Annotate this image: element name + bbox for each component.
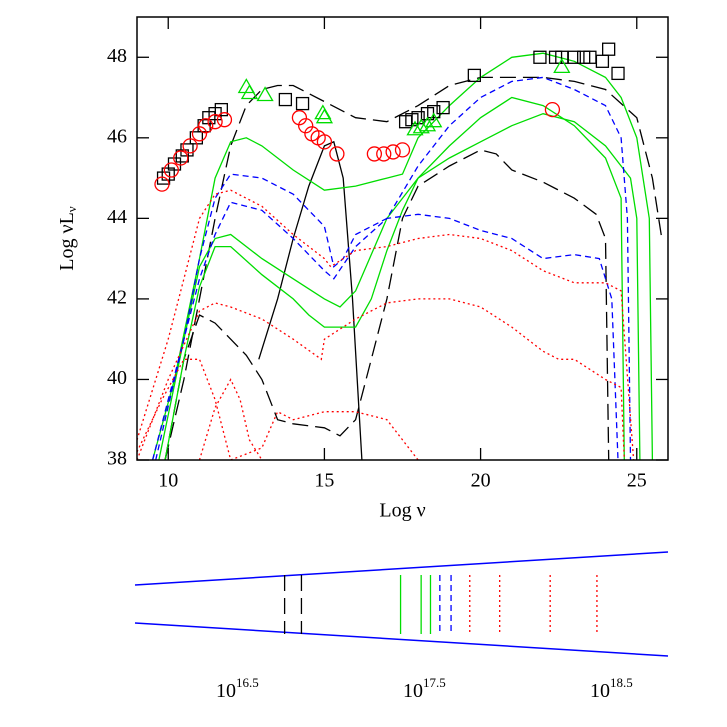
data-point — [436, 100, 450, 115]
y-label-main: Log νL — [56, 212, 78, 270]
x-tick-label: 10 — [158, 470, 178, 492]
tick-base: 10 — [590, 680, 610, 702]
x-tick-label: 25 — [627, 470, 647, 492]
data-point — [427, 104, 441, 119]
data-point — [411, 111, 425, 125]
tick-exponent: 16.5 — [236, 675, 259, 690]
x-tick-label: 1016.5 — [216, 675, 259, 702]
data-point — [295, 96, 310, 111]
data-point — [412, 118, 430, 134]
x-tick-label: 15 — [314, 470, 334, 492]
data-point — [329, 146, 345, 162]
data-point — [198, 118, 214, 134]
data-point — [256, 86, 274, 102]
tick-exponent: 18.5 — [610, 675, 633, 690]
data-point — [163, 162, 180, 178]
data-point — [315, 108, 334, 124]
y-tick-label: 44 — [107, 206, 127, 228]
tick-base: 10 — [216, 680, 236, 702]
model-curve — [164, 149, 610, 460]
data-point — [291, 110, 308, 126]
data-point — [385, 144, 401, 160]
data-point — [553, 58, 571, 73]
data-point — [394, 142, 411, 158]
model-curve — [164, 113, 641, 460]
model-curve — [155, 201, 619, 460]
y-tick-label: 38 — [107, 448, 127, 470]
cone-bottom — [134, 622, 669, 657]
data-point — [278, 92, 293, 107]
data-point — [366, 146, 383, 162]
y-label-sub: ν — [64, 206, 79, 212]
model-curve — [151, 76, 632, 460]
model-curve — [198, 378, 263, 460]
data-point — [595, 54, 610, 68]
x-tick-label: 1018.5 — [590, 675, 633, 702]
data-point — [602, 42, 616, 56]
data-point — [406, 120, 424, 136]
y-tick-label: 46 — [107, 125, 127, 147]
data-point — [467, 68, 481, 83]
data-point — [544, 101, 561, 118]
data-point — [154, 176, 170, 192]
x-tick-label: 20 — [471, 470, 491, 492]
model-curve — [258, 140, 363, 460]
data-point — [182, 138, 198, 154]
data-point — [418, 116, 437, 132]
tick-exponent: 17.5 — [423, 675, 446, 690]
data-point — [533, 50, 547, 64]
data-point — [298, 118, 314, 134]
data-point — [207, 114, 223, 130]
model-curve — [137, 358, 419, 460]
x-axis-label: Log ν — [379, 500, 425, 522]
y-tick-label: 42 — [107, 287, 127, 309]
model-curve — [164, 76, 663, 460]
y-axis-label: Log νLν — [56, 206, 79, 270]
data-point — [173, 150, 189, 166]
data-point — [314, 104, 332, 120]
data-point — [214, 102, 228, 117]
y-tick-label: 48 — [107, 45, 127, 67]
data-point — [567, 50, 581, 64]
plot-frame — [136, 16, 669, 461]
data-point — [191, 126, 208, 142]
plot-area — [137, 52, 663, 460]
model-curve — [137, 189, 635, 460]
data-point — [216, 112, 233, 128]
x-tick-label: 1017.5 — [403, 675, 446, 702]
y-tick-label: 40 — [107, 367, 127, 389]
data-point — [376, 146, 392, 162]
tick-base: 10 — [403, 680, 423, 702]
data-point — [611, 66, 625, 81]
cone-top — [134, 551, 669, 586]
data-point — [316, 134, 333, 150]
strip-diagram: 1016.5 1017.5 1018.5 — [134, 551, 669, 702]
model-curve — [151, 52, 654, 460]
data-point — [240, 84, 259, 100]
model-curve — [158, 96, 625, 460]
data-point — [425, 112, 443, 128]
sed-plot: 10 15 20 25 38 40 42 44 46 48 Log ν Log νLν — [56, 16, 669, 522]
